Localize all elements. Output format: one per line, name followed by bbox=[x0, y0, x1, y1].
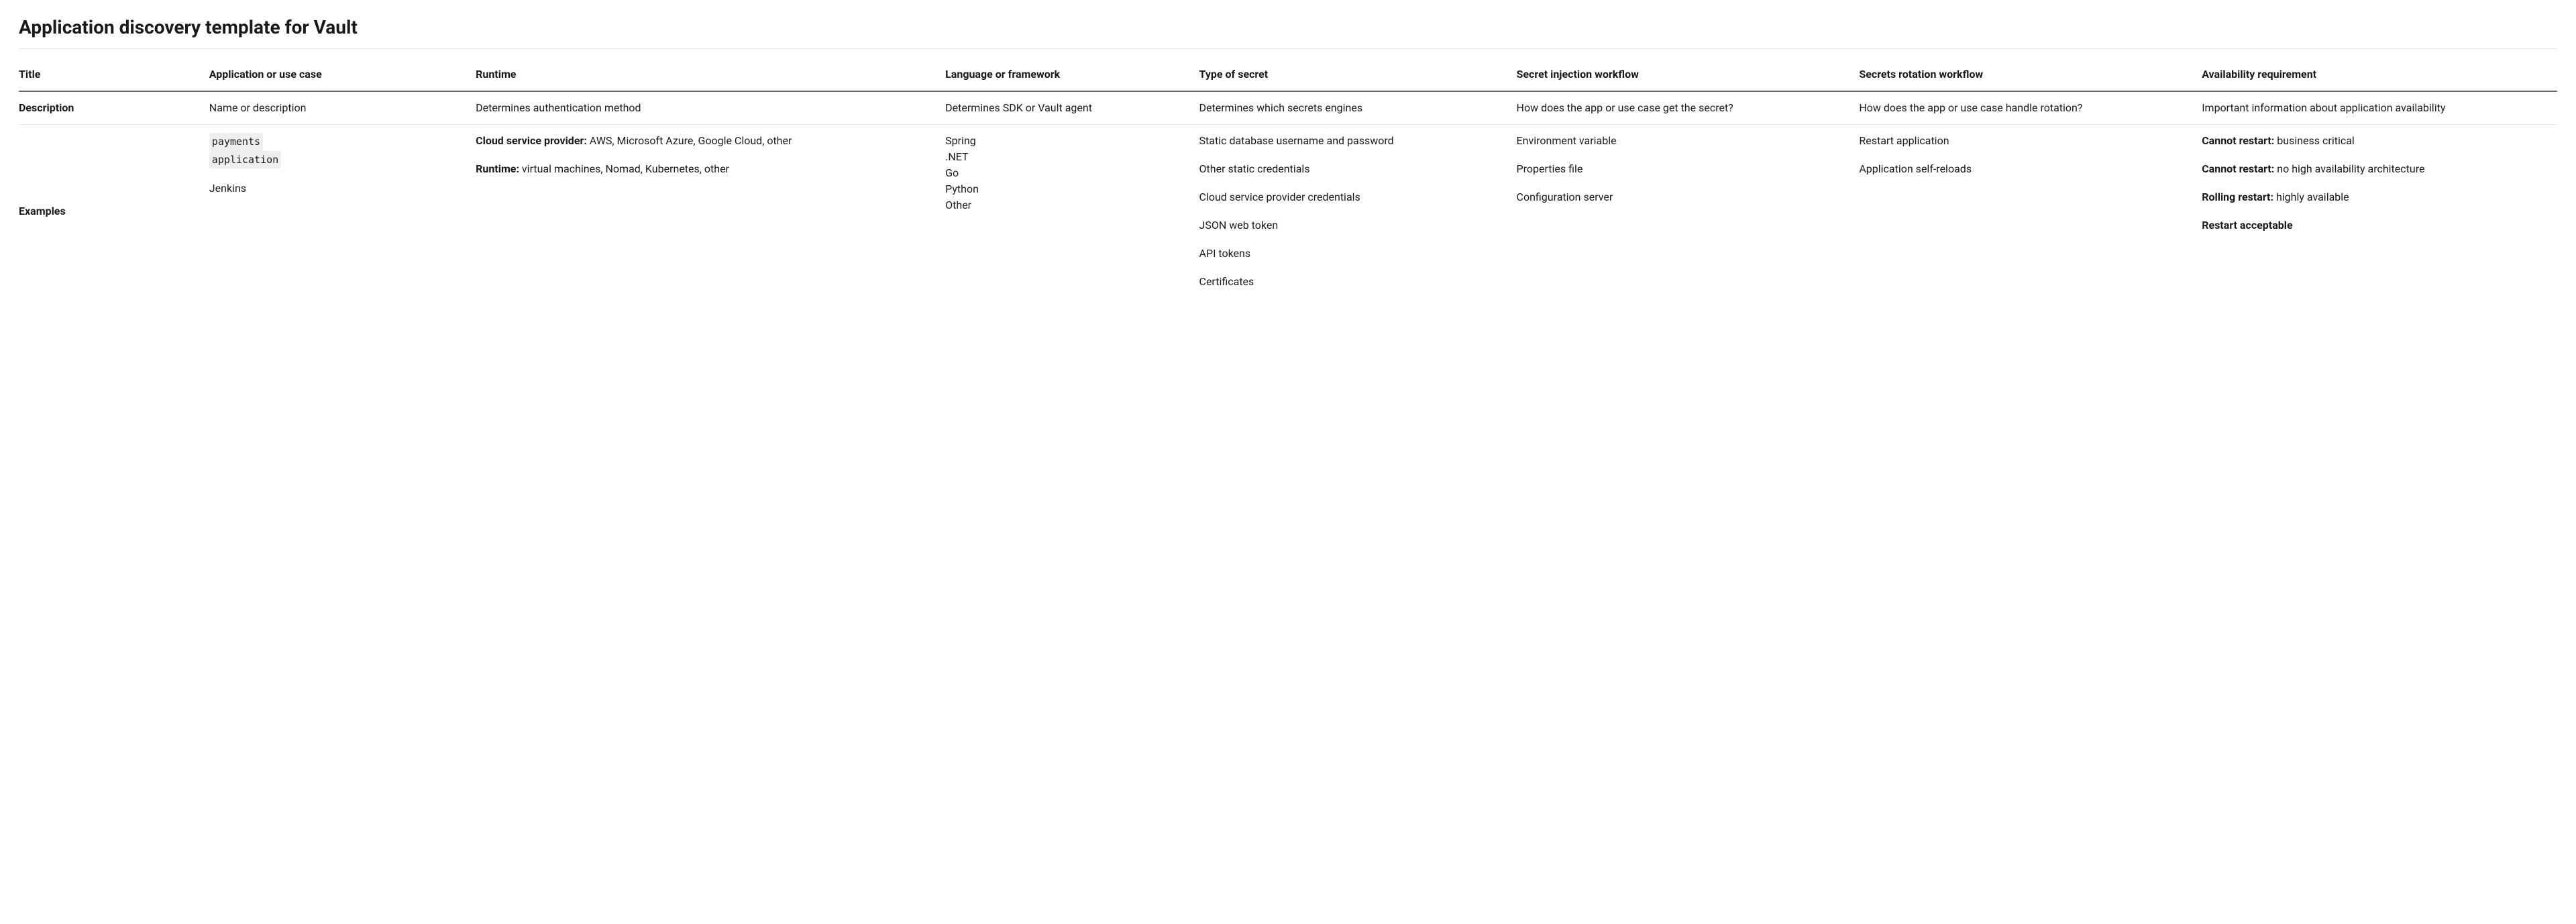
ex-rot-p1: Restart application bbox=[1859, 133, 2195, 149]
ex-secret-p6: Certificates bbox=[1199, 274, 1510, 290]
ex-avail-p3-body: highly available bbox=[2273, 191, 2349, 203]
ex-avail-p2-body: no high availability architecture bbox=[2274, 162, 2424, 175]
description-row: Description Name or description Determin… bbox=[19, 91, 2557, 125]
desc-injection: How does the app or use case get the sec… bbox=[1517, 91, 1860, 125]
ex-secret-p1: Static database username and password bbox=[1199, 133, 1510, 149]
ex-secret-p4: JSON web token bbox=[1199, 217, 1510, 234]
col-title: Title bbox=[19, 58, 209, 91]
examples-row: Examples payments application Jenkins Cl… bbox=[19, 125, 2557, 299]
desc-runtime: Determines authentication method bbox=[476, 91, 945, 125]
col-injection: Secret injection workflow bbox=[1517, 58, 1860, 91]
ex-inj-p2: Properties file bbox=[1517, 161, 1853, 177]
col-runtime: Runtime bbox=[476, 58, 945, 91]
col-language: Language or framework bbox=[945, 58, 1199, 91]
ex-language: Spring .NET Go Python Other bbox=[945, 125, 1199, 299]
ex-lang-go: Go bbox=[945, 165, 1192, 181]
ex-runtime: Cloud service provider: AWS, Microsoft A… bbox=[476, 125, 945, 299]
ex-rotation: Restart application Application self-rel… bbox=[1859, 125, 2202, 299]
col-availability: Availability requirement bbox=[2202, 58, 2557, 91]
ex-secret-p3: Cloud service provider credentials bbox=[1199, 189, 1510, 205]
ex-runtime-csp-label: Cloud service provider: bbox=[476, 134, 587, 147]
ex-inj-p3: Configuration server bbox=[1517, 189, 1853, 205]
col-secret-type: Type of secret bbox=[1199, 58, 1517, 91]
ex-avail-p1-body: business critical bbox=[2274, 134, 2355, 147]
code-application: application bbox=[209, 151, 281, 169]
ex-secret-type: Static database username and password Ot… bbox=[1199, 125, 1517, 299]
ex-application: payments application Jenkins bbox=[209, 125, 476, 299]
ex-inj-p1: Environment variable bbox=[1517, 133, 1853, 149]
col-rotation: Secrets rotation workflow bbox=[1859, 58, 2202, 91]
desc-secret-type: Determines which secrets engines bbox=[1199, 91, 1517, 125]
ex-availability: Cannot restart: business critical Cannot… bbox=[2202, 125, 2557, 299]
header-row: Title Application or use case Runtime La… bbox=[19, 58, 2557, 91]
page-title: Application discovery template for Vault bbox=[19, 13, 2557, 49]
ex-rot-p2: Application self-reloads bbox=[1859, 161, 2195, 177]
ex-runtime-rt-label: Runtime: bbox=[476, 162, 519, 175]
row-label-description: Description bbox=[19, 91, 209, 125]
ex-lang-dotnet: .NET bbox=[945, 149, 1192, 165]
ex-lang-spring: Spring bbox=[945, 133, 1192, 149]
row-label-examples: Examples bbox=[19, 125, 209, 299]
ex-runtime-rt-body: virtual machines, Nomad, Kubernetes, oth… bbox=[519, 162, 729, 175]
ex-avail-p1-label: Cannot restart: bbox=[2202, 134, 2274, 147]
ex-lang-python: Python bbox=[945, 181, 1192, 197]
desc-language: Determines SDK or Vault agent bbox=[945, 91, 1199, 125]
col-application: Application or use case bbox=[209, 58, 476, 91]
ex-injection: Environment variable Properties file Con… bbox=[1517, 125, 1860, 299]
ex-secret-p5: API tokens bbox=[1199, 246, 1510, 262]
ex-avail-p4-label: Restart acceptable bbox=[2202, 219, 2292, 232]
ex-avail-p2-label: Cannot restart: bbox=[2202, 162, 2274, 175]
desc-application: Name or description bbox=[209, 91, 476, 125]
ex-runtime-csp-body: AWS, Microsoft Azure, Google Cloud, othe… bbox=[587, 134, 792, 147]
ex-avail-p3-label: Rolling restart: bbox=[2202, 191, 2273, 203]
ex-secret-p2: Other static credentials bbox=[1199, 161, 1510, 177]
desc-availability: Important information about application … bbox=[2202, 91, 2557, 125]
code-payments: payments bbox=[209, 133, 263, 151]
ex-lang-other: Other bbox=[945, 197, 1192, 213]
ex-application-jenkins: Jenkins bbox=[209, 181, 469, 197]
discovery-table: Title Application or use case Runtime La… bbox=[19, 58, 2557, 298]
desc-rotation: How does the app or use case handle rota… bbox=[1859, 91, 2202, 125]
